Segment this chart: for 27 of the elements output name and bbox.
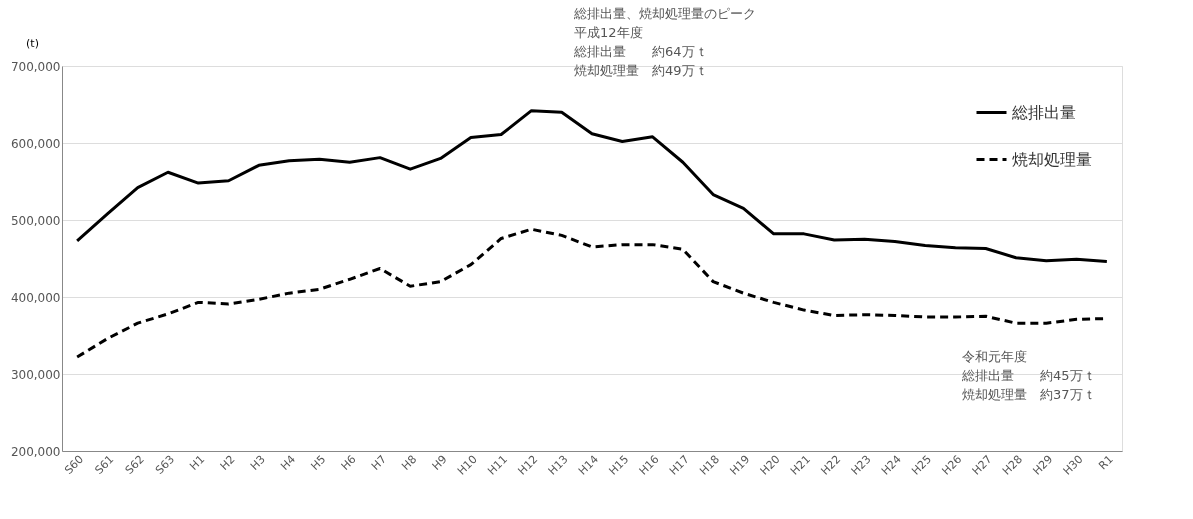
text: 総排出量、焼却処理量のピーク [573,6,756,21]
text: 平成12年度 [574,25,643,40]
annotation: 焼却処理量 約49万ｔ [574,63,708,78]
x-tick-label: R1 [1096,452,1116,473]
y-tick-label: 400,000 [10,290,61,305]
annotation: 焼却処理量 約37万ｔ [962,387,1096,402]
legend-label: 総排出量 [1011,102,1076,122]
annotation: 総排出量 約45万ｔ [961,368,1096,383]
x-tick-label: H2 [217,452,238,473]
x-tick-label: H9 [429,452,450,473]
annotation: 令和元年度 [962,349,1027,364]
x-tick-label: H6 [338,452,359,473]
legend-label: 焼却処理量 [1012,149,1092,169]
y-tick-label: 600,000 [10,136,61,151]
y-tick-label: 700,000 [10,59,61,74]
x-tick-label: H3 [247,452,268,473]
x-tick-label: H1 [187,452,208,473]
x-tick-label: S61 [92,452,117,477]
y-tick-label: 500,000 [10,213,61,228]
x-tick-label: H8 [399,452,420,473]
y-tick-label: 300,000 [10,367,61,382]
x-tick-label: H4 [278,452,299,473]
y-tick-label: 200,000 [10,444,61,459]
x-tick-label: H7 [368,452,389,473]
y-axis-title: (t) [26,36,39,50]
text: 総排出量 約64万ｔ [573,44,708,59]
x-tick-label: H5 [308,452,329,473]
